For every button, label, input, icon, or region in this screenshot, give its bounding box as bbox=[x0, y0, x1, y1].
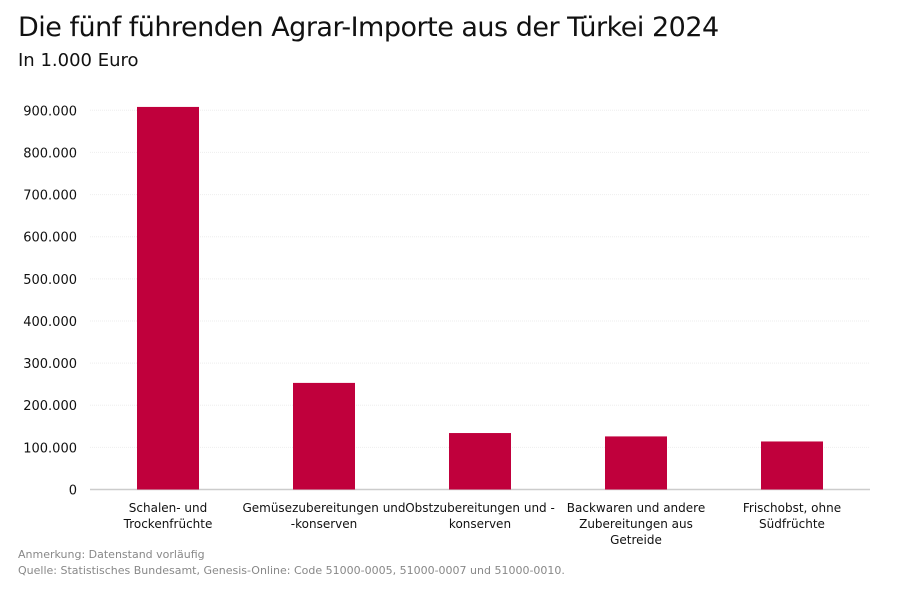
bar bbox=[293, 382, 355, 490]
x-tick-label: Gemüsezubereitungen und -konserven bbox=[242, 501, 405, 531]
y-tick-label: 500.000 bbox=[23, 273, 77, 288]
y-tick-label: 400.000 bbox=[23, 315, 77, 330]
y-tick-label: 100.000 bbox=[23, 441, 77, 456]
x-tick-label: Obstzubereitungen und -konserven bbox=[405, 501, 555, 531]
y-tick-label: 300.000 bbox=[23, 357, 77, 372]
bar bbox=[137, 106, 199, 490]
y-tick-label: 0 bbox=[69, 484, 77, 499]
chart-subtitle: In 1.000 Euro bbox=[18, 50, 139, 71]
x-tick-label: Schalen- und Trockenfrüchte bbox=[123, 501, 213, 531]
x-tick-label: Frischobst, ohne Südfrüchte bbox=[743, 501, 841, 531]
x-tick-label: Backwaren und andere Zubereitungen aus Get… bbox=[567, 501, 705, 547]
y-tick-label: 200.000 bbox=[23, 399, 77, 414]
y-tick-label: 600.000 bbox=[23, 231, 77, 246]
chart-title: Die fünf führenden Agrar-Importe aus der… bbox=[18, 12, 719, 43]
y-tick-label: 800.000 bbox=[23, 146, 77, 161]
y-tick-label: 900.000 bbox=[23, 104, 77, 119]
source-note: Quelle: Statistisches Bundesamt, Genesis… bbox=[18, 564, 565, 577]
y-tick-label: 700.000 bbox=[23, 189, 77, 204]
bar bbox=[761, 441, 823, 490]
bar bbox=[605, 436, 667, 490]
remark-note: Anmerkung: Datenstand vorläufig bbox=[18, 548, 205, 561]
bar bbox=[449, 433, 511, 490]
